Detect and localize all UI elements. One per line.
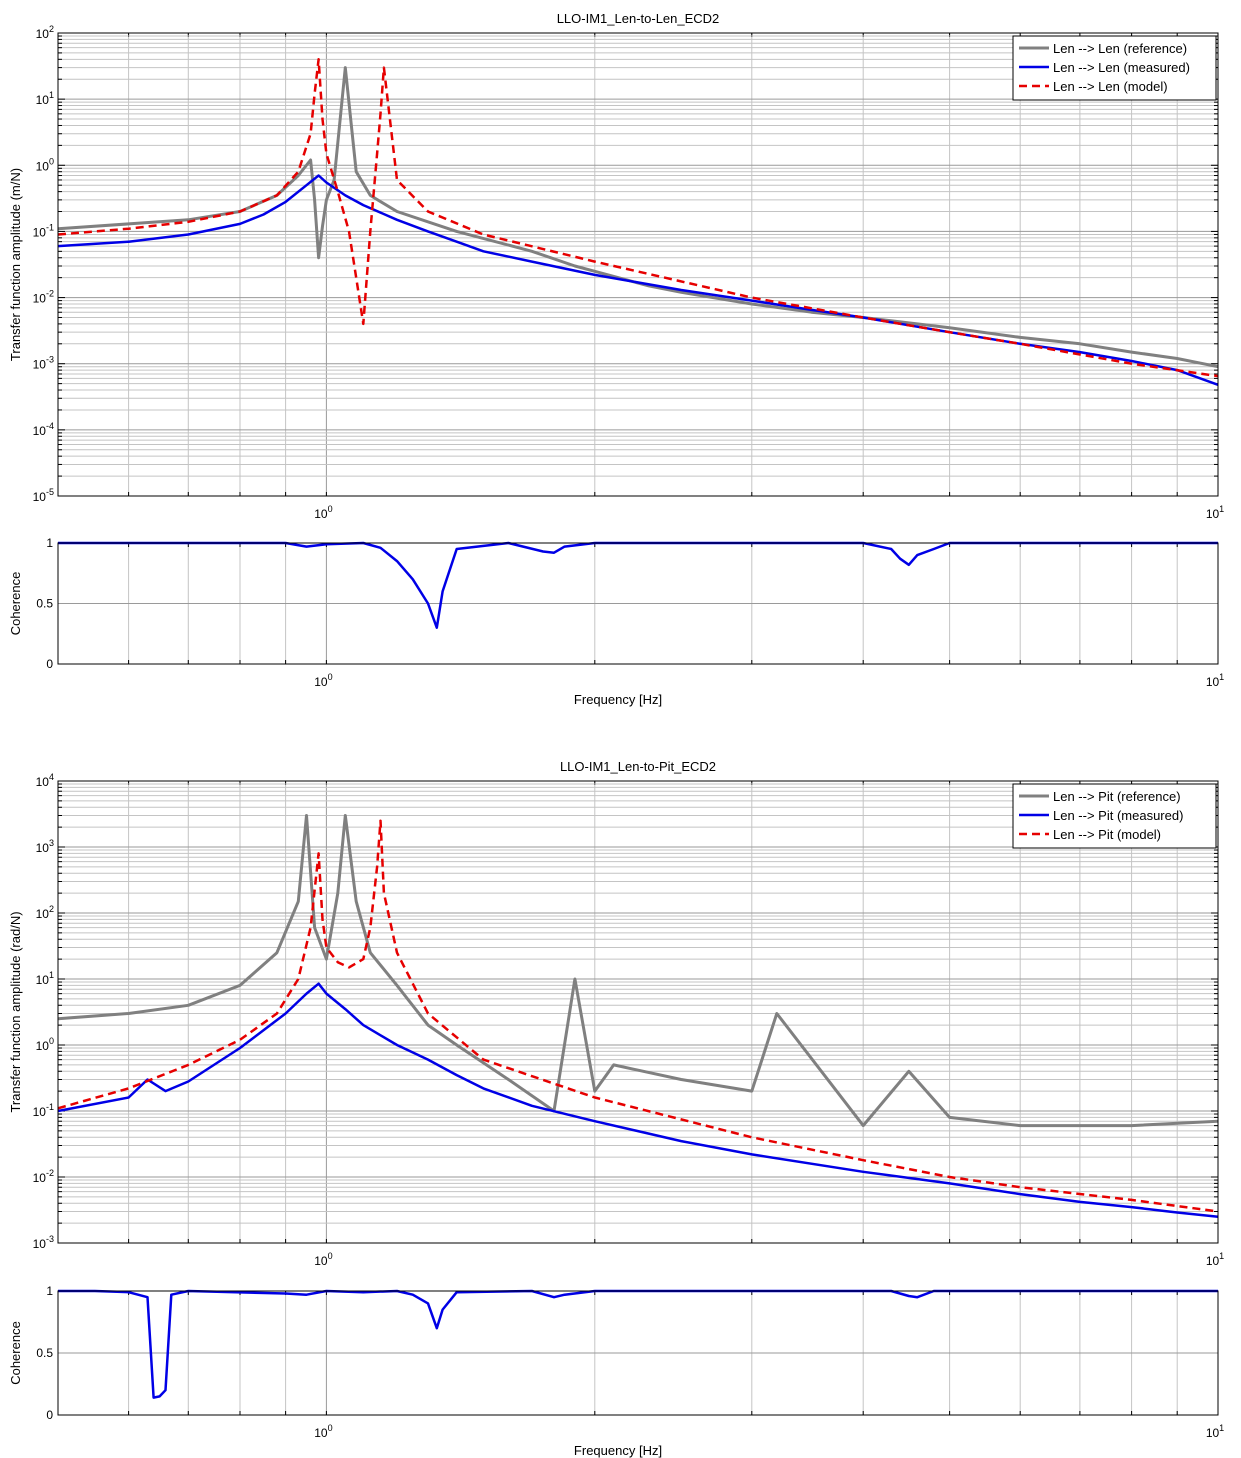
chart-1-ytick-label: 10-2 [33,289,54,306]
chart-3-ytick-label: 100 [36,1036,54,1053]
chart-2-xtick-label: 101 [1206,672,1224,689]
chart-3-xtick-label: 101 [1206,1251,1224,1268]
chart-2-ytick-label: 1 [46,536,53,550]
chart-4-ytick-label: 0 [46,1408,53,1422]
chart-1-xtick-label: 100 [314,504,332,521]
chart-1-ytick-label: 10-4 [33,421,54,438]
chart-1-ytick-label: 101 [36,90,54,107]
chart-2-frame [57,542,1219,665]
chart-3-legend-label-1: Len --> Pit (reference) [1053,789,1181,804]
chart-3-ytick-label: 101 [36,970,54,987]
chart-1-title: LLO-IM1_Len-to-Len_ECD2 [557,11,720,26]
chart-1-ytick-label: 100 [36,156,54,173]
chart-3-ytick-label: 10-3 [33,1234,54,1251]
chart-1-grid [58,33,1218,496]
chart-4-xtick-label: 100 [314,1423,332,1440]
chart-1-ytick-label: 10-3 [33,355,54,372]
chart-2-xlabel: Frequency [Hz] [574,692,662,707]
chart-4-frame [57,1290,1219,1416]
chart-1-ytick-label: 10-5 [33,487,54,504]
chart-4-ytick-label: 1 [46,1284,53,1298]
chart-1-ytick-label: 102 [36,24,54,41]
chart-1-legend-label-1: Len --> Len (reference) [1053,41,1187,56]
chart-3-legend-label-3: Len --> Pit (model) [1053,827,1161,842]
chart-3-legend: Len --> Pit (reference) Len --> Pit (meas… [1012,783,1217,849]
chart-1-series-1 [57,66,1219,369]
chart-1: 100 101 10-5 10-4 10-3 10-2 10-1 100 101 102 LLO-I… [8,11,1224,521]
chart-1-legend-label-2: Len --> Len (measured) [1053,60,1190,75]
chart-1-ylabel: Transfer function amplitude (m/N) [8,168,23,361]
chart-3-title: LLO-IM1_Len-to-Pit_ECD2 [560,759,716,774]
chart-4-ytick-label: 0.5 [36,1346,53,1360]
chart-1-xtick-label: 101 [1206,504,1224,521]
chart-2-ytick-label: 0.5 [36,597,53,611]
chart-1-legend-label-3: Len --> Len (model) [1053,79,1168,94]
chart-3-series-2 [57,982,1219,1218]
chart-4: 100 101 0 0.5 1 Coherence Frequency [Hz] [8,1284,1224,1458]
chart-1-ytick-label: 10-1 [33,222,54,239]
chart-3-ytick-label: 103 [36,838,54,855]
chart-2-xtick-label: 100 [314,672,332,689]
chart-2: 100 101 0 0.5 1 Coherence Frequency [Hz] [8,536,1224,707]
chart-3-plot-area [58,781,1218,1243]
chart-3-ytick-label: 10-2 [33,1168,54,1185]
chart-4-ylabel: Coherence [8,1321,23,1385]
chart-3-ylabel: Transfer function amplitude (rad/N) [8,911,23,1112]
chart-1-frame [57,32,1219,497]
chart-3-ytick-label: 10-1 [33,1102,54,1119]
chart-3-series-1 [57,814,1219,1128]
chart-2-ytick-label: 0 [46,657,53,671]
chart-1-series-3 [57,58,1219,378]
chart-3: 100 101 10-3 10-2 10-1 100 101 102 103 104 LLO-IM1… [8,759,1224,1268]
chart-1-plot-area [58,33,1218,496]
chart-1-legend: Len --> Len (reference) Len --> Len (meas… [1012,35,1217,101]
chart-3-xtick-label: 100 [314,1251,332,1268]
chart-4-xlabel: Frequency [Hz] [574,1443,662,1458]
chart-4-xtick-label: 101 [1206,1423,1224,1440]
chart-3-legend-label-2: Len --> Pit (measured) [1053,808,1183,823]
chart-2-ylabel: Coherence [8,572,23,636]
chart-3-ytick-label: 102 [36,904,54,921]
chart-3-ytick-label: 104 [36,772,54,789]
chart-3-frame [57,780,1219,1244]
chart-3-series-3 [57,819,1219,1213]
